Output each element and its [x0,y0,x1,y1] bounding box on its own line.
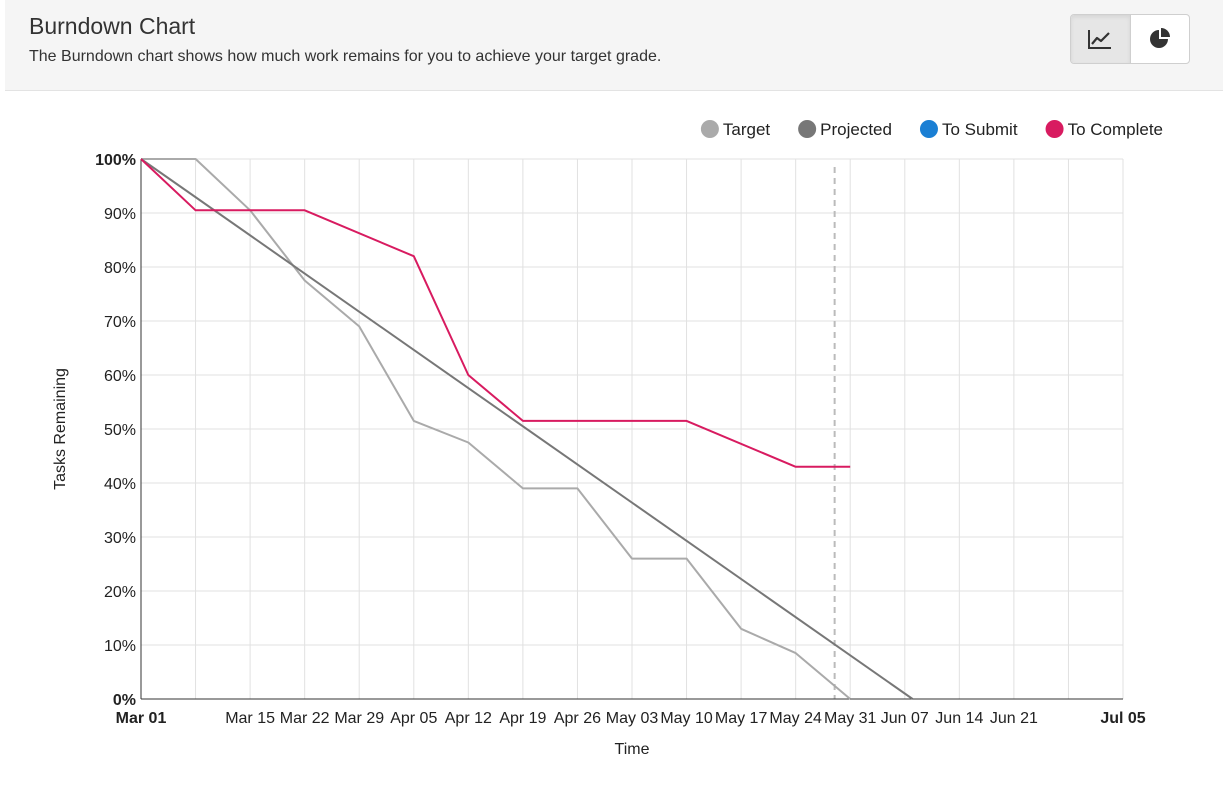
x-tick-label: Mar 29 [334,710,384,727]
x-axis-title: Time [615,741,650,758]
legend-marker [919,120,938,138]
legend-label: To Submit [942,120,1018,139]
chart-view-toggle [1070,14,1190,64]
x-tick-label: May 24 [769,710,822,727]
burndown-line-chart: 0% 10% 20% 30% 40% 50% 60% 70% 80% 90% 100% Mar 01 M… [52,120,1163,758]
pie-chart-view-button[interactable] [1131,15,1190,63]
y-tick-label: 10% [104,638,136,655]
y-tick-label: 100% [95,152,136,169]
x-tick-label: May 31 [824,710,877,727]
legend-label: Projected [820,120,892,139]
x-tick-label: Apr 05 [390,710,437,727]
y-tick-label: 30% [104,530,136,547]
x-tick-label: May 03 [606,710,659,727]
y-tick-label: 60% [104,368,136,385]
y-tick-label: 40% [104,476,136,493]
x-tick-label: Apr 26 [554,710,601,727]
legend-item-to-complete: To Complete [1045,120,1163,139]
x-tick-label: May 17 [715,710,768,727]
y-tick-label: 70% [104,314,136,331]
legend-marker [798,120,817,138]
y-axis-title: Tasks Remaining [52,368,69,490]
chart-area: 0% 10% 20% 30% 40% 50% 60% 70% 80% 90% 100% Mar 01 M… [5,92,1223,782]
x-tick-label: Jun 21 [990,710,1038,727]
x-tick-label: Apr 12 [445,710,492,727]
y-tick-label: 50% [104,422,136,439]
card-title: Burndown Chart [29,13,196,39]
y-tick-label: 0% [113,692,136,709]
y-tick-label: 90% [104,206,136,223]
pie-chart-icon [1149,28,1170,48]
y-tick-label: 80% [104,260,136,277]
legend-item-target: Target [700,120,771,139]
series-line-target [141,158,851,700]
legend-item-to-submit: To Submit [919,120,1018,139]
card-subtitle: The Burndown chart shows how much work r… [29,48,662,65]
y-tick-label: 20% [104,584,136,601]
line-chart-icon [1088,30,1112,49]
legend-label: To Complete [1068,120,1163,139]
x-tick-label: Mar 15 [225,710,275,727]
series-line-to-complete [140,158,851,468]
card-header: Burndown Chart The Burndown chart shows … [5,0,1223,91]
series-line-projected [140,158,914,700]
x-tick-label: May 10 [660,710,713,727]
x-tick-label: Jun 14 [935,710,983,727]
burndown-card: Burndown Chart The Burndown chart shows … [5,0,1223,782]
legend-item-projected: Projected [798,120,892,139]
x-tick-label: Mar 01 [116,710,167,727]
legend-marker [1045,120,1064,138]
legend-marker [700,120,719,138]
legend-label: Target [723,120,771,139]
line-chart-view-button[interactable] [1071,15,1131,63]
x-tick-label: Jul 05 [1100,710,1145,727]
x-tick-label: Mar 22 [280,710,330,727]
x-tick-label: Jun 07 [881,710,929,727]
x-tick-label: Apr 19 [499,710,546,727]
